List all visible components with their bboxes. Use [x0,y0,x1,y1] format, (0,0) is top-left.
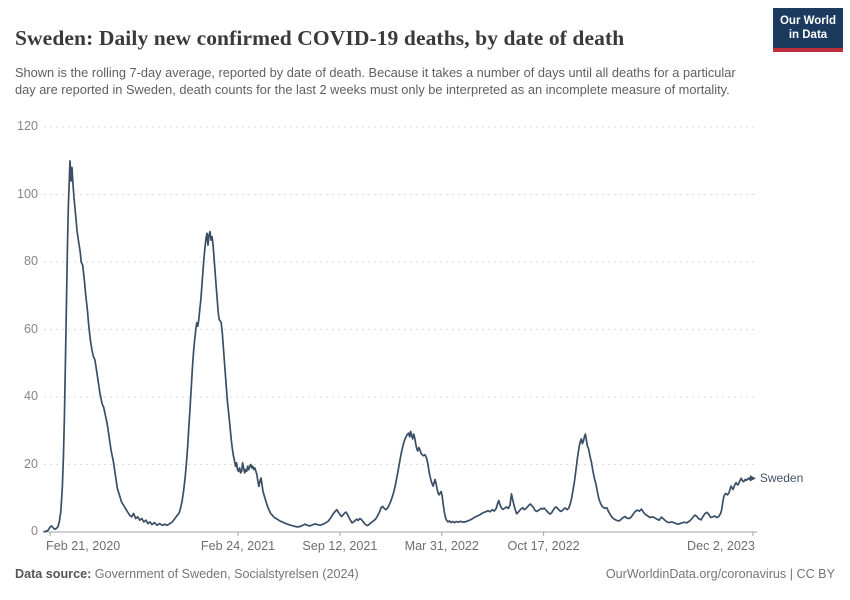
footer-link[interactable]: OurWorldinData.org/coronavirus | CC BY [605,567,835,581]
y-tick-label: 120 [16,119,38,133]
data-source-label: Data source: [15,567,92,581]
x-tick-label: Mar 31, 2022 [404,539,479,553]
page-title: Sweden: Daily new confirmed COVID-19 dea… [15,26,625,51]
y-tick-label: 0 [30,524,38,538]
y-tick-label: 60 [23,321,38,336]
y-tick-label: 20 [23,456,38,471]
owid-logo[interactable]: Our World in Data [773,8,843,52]
y-tick-label: 80 [23,254,38,268]
line-end-marker [749,475,756,482]
x-tick-label: Dec 2, 2023 [687,539,755,553]
data-source-value: Government of Sweden, Socialstyrelsen (2… [91,567,359,581]
chart-canvas [43,126,757,536]
y-tick-label: 100 [16,186,38,201]
owid-logo-line1: Our World [779,15,836,27]
x-tick-label: Sep 12, 2021 [302,539,378,553]
data-line-sweden [43,159,752,533]
x-tick-label: Feb 24, 2021 [200,539,276,553]
data-source-text: Data source: Government of Sweden, Socia… [15,567,359,581]
plot-area [43,126,757,536]
y-tick-label: 40 [23,389,38,403]
x-tick-label: Feb 21, 2020 [46,539,121,553]
owid-logo-line2: in Data [788,28,828,41]
x-tick-label: Oct 17, 2022 [507,539,580,553]
series-end-label: Sweden [759,471,804,486]
page-subtitle: Shown is the rolling 7-day average, repo… [15,64,736,98]
